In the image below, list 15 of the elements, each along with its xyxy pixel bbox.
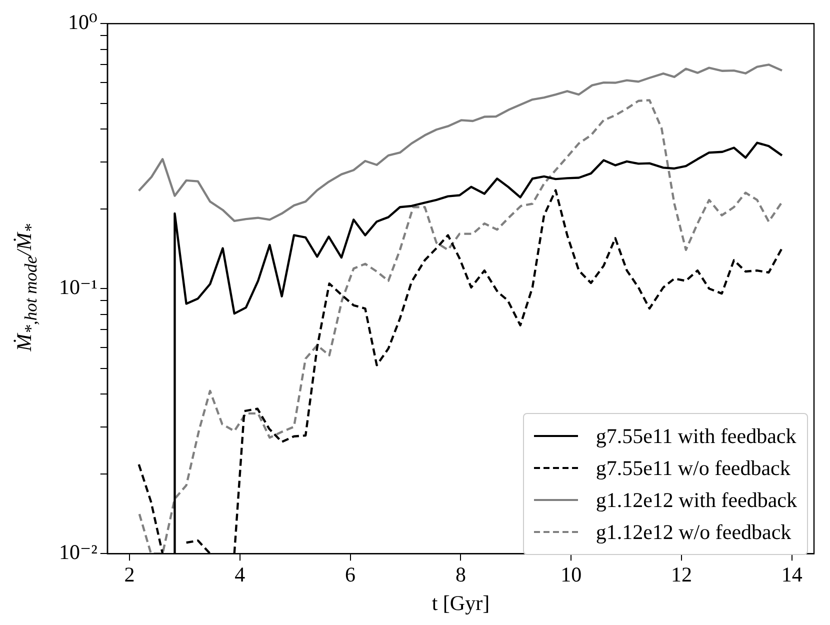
y-tick-label: 10⁻² bbox=[58, 540, 98, 564]
x-tick-label: 14 bbox=[781, 562, 803, 587]
legend-label: g1.12e12 with feedback bbox=[596, 487, 797, 514]
x-tick-label: 6 bbox=[345, 562, 356, 587]
legend-label: g7.55e11 with feedback bbox=[596, 423, 796, 450]
legend-label: g7.55e11 w/o feedback bbox=[596, 455, 790, 482]
x-tick-label: 2 bbox=[124, 562, 135, 587]
x-tick-label: 8 bbox=[455, 562, 466, 587]
x-tick-label: 4 bbox=[234, 562, 246, 587]
legend-label: g1.12e12 w/o feedback bbox=[596, 519, 792, 546]
x-tick-label: 10 bbox=[560, 562, 582, 587]
x-axis-title: t [Gyr] bbox=[432, 590, 490, 615]
y-tick-label: 10⁰ bbox=[68, 10, 98, 34]
y-tick-label: 10⁻¹ bbox=[58, 275, 98, 300]
x-tick-label: 12 bbox=[671, 562, 692, 587]
